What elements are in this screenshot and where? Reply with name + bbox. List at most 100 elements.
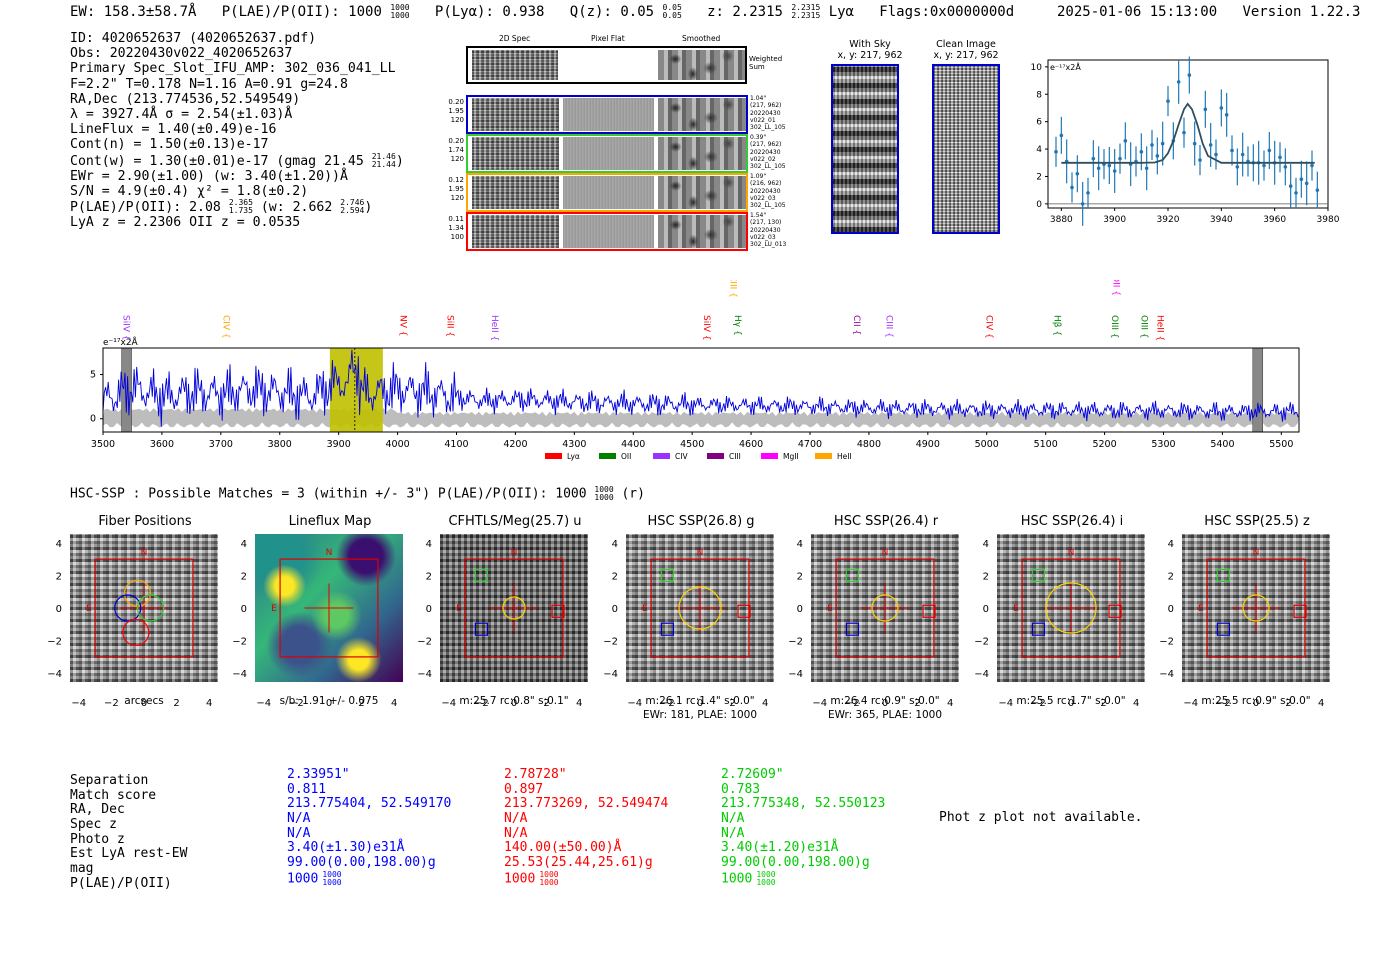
- candidate-value: N/A: [504, 811, 528, 827]
- candidate-value: 2.78728": [504, 767, 567, 782]
- x-tick-label: 0: [882, 698, 888, 709]
- candidate-column-1: 2.33951" 0.811 213.775404, 52.549170 N/A N/A…: [287, 767, 452, 886]
- spectrum-ytick-label: 0: [90, 414, 96, 425]
- photz-message: Phot z plot not available.: [939, 810, 1143, 825]
- candidate-value: N/A: [721, 825, 745, 841]
- compass-north: N: [511, 548, 518, 558]
- zoom-data-point: [1304, 181, 1309, 186]
- legend-swatch: [815, 453, 832, 459]
- zoom-ytick-label: 4: [1036, 145, 1042, 155]
- cutout-row-meta: 1.04" (217, 962) 20220430 v022_01 302_LL_105: [750, 95, 786, 131]
- spectrum-line-label: CIII {: [884, 315, 894, 338]
- col-smoothed-title: Smoothed: [682, 34, 721, 43]
- zoom-data-point: [1187, 73, 1192, 77]
- imaging-panel-6: HSC SSP(26.4) i N E −4 −4 −2 −2 0 0 2 2 4 4 m:25.5 rc…: [974, 510, 1172, 725]
- y-tick-label: −4: [417, 669, 432, 680]
- y-tick-label: −2: [47, 637, 62, 648]
- imaging-overlay: NE: [271, 548, 379, 658]
- candidate-row-label: Separation: [70, 773, 149, 788]
- cutout-meta-value: 20220430: [750, 148, 781, 156]
- candidate-value: 1000 1000 1000: [721, 869, 776, 887]
- zoom-data-point: [1208, 143, 1213, 147]
- spectrum-xtick-label: 3800: [268, 439, 292, 450]
- x-tick-label: −2: [1216, 698, 1231, 709]
- candidate-value: 1000 1000 1000: [504, 869, 559, 887]
- y-tick-label: 0: [1168, 604, 1174, 615]
- y-tick-label: −4: [788, 669, 803, 680]
- cutout-stat-value: 100: [450, 233, 464, 241]
- spectrum-line-label-text: CIV {: [221, 315, 231, 339]
- y-tick-label: −2: [232, 637, 247, 648]
- x-tick-label: −4: [812, 698, 827, 709]
- legend-label: MgII: [783, 452, 799, 461]
- compass-east: E: [1013, 604, 1019, 614]
- zoom-xtick-label: 3960: [1263, 215, 1286, 225]
- imaging-axes: −4 −4 −2 −2 0 0 2 2 4 4: [788, 539, 953, 709]
- spectrum-flux-line: [102, 349, 1299, 427]
- zoom-ytick-label: 6: [1036, 118, 1042, 128]
- cutout-2d-image: [472, 137, 559, 170]
- weighted-sum-label: Weighted Sum: [749, 55, 783, 71]
- candidate-value: 25.53(25.44,25.61)g: [504, 855, 653, 871]
- candidate-blue-box: [1031, 622, 1046, 636]
- candidate-red-box: [737, 604, 751, 618]
- y-tick-label: 2: [983, 571, 989, 582]
- zoom-data-point: [1054, 150, 1058, 154]
- zoom-xtick-label: 3940: [1210, 215, 1233, 225]
- y-tick-label: 0: [797, 604, 803, 615]
- y-tick-label: 0: [612, 604, 618, 615]
- search-box: [94, 558, 194, 658]
- cutout-meta-value: 302_LL_105: [750, 124, 786, 132]
- spectrum-ytick-label: 5: [90, 370, 96, 381]
- imaging-overlay: NE: [1198, 548, 1307, 658]
- imaging-panel-title: Lineflux Map: [288, 514, 372, 529]
- compass-north: N: [1253, 548, 1260, 558]
- info-block: ID: 4020652637 (4020652637.pdf) Obs: 202…: [70, 31, 404, 231]
- cutout-2d-image: [472, 176, 559, 209]
- spectrum-xtick-label: 5300: [1151, 439, 1175, 450]
- cutout-meta-value: 0.39": [750, 134, 767, 141]
- compass-east: E: [456, 604, 462, 614]
- spectrum-xtick-label: 4900: [916, 439, 940, 450]
- cutout-row-meta: 1.09" (216, 962) 20220430 v022_03 302_LL_105: [750, 173, 786, 209]
- x-tick-label: 2: [543, 698, 549, 709]
- legend-swatch: [599, 453, 616, 459]
- candidate-red-box: [1108, 604, 1122, 618]
- legend-label: OII: [621, 452, 631, 461]
- spectrum-line-label: Hγ {: [732, 315, 742, 336]
- x-tick-label: 0: [326, 698, 332, 709]
- zoom-xtick-label: 3880: [1050, 215, 1073, 225]
- zoom-data-point: [1123, 139, 1128, 143]
- spectrum-line-label: SiIV {: [701, 315, 711, 341]
- imaging-panel-5: HSC SSP(26.4) r N E −4 −4 −2 −2 0 0 2 2 4 4 m:26.4 rc…: [788, 510, 986, 725]
- clean-image-title: Clean Image x, y: 217, 962: [933, 39, 999, 61]
- zoom-data-point: [1182, 130, 1186, 135]
- zoom-data-point: [1230, 148, 1234, 153]
- search-box: [650, 558, 750, 658]
- candidate-value: N/A: [504, 825, 528, 841]
- imaging-caption-1: m:25.5 rc:1.7" s:0.0": [1016, 695, 1126, 707]
- y-tick-label: 0: [983, 604, 989, 615]
- cutout-row-1: [466, 95, 748, 134]
- info-obs: Obs: 20220430v022_4020652637: [70, 46, 293, 62]
- candidate-plae-bounds: 1000 1000: [539, 869, 559, 887]
- candidate-value: 0.897: [504, 781, 544, 797]
- spectrum-xtick-label: 5000: [975, 439, 999, 450]
- candidate-value: 213.775404, 52.549170: [287, 796, 452, 812]
- imaging-panel-title: Fiber Positions: [98, 514, 192, 529]
- x-tick-label: 0: [1253, 698, 1259, 709]
- imaging-panel-4: HSC SSP(26.8) g N E −4 −4 −2 −2 0 0 2 2 4 4 m:26.1 rc…: [603, 510, 801, 725]
- cutout-pixel-flat: [563, 176, 654, 209]
- line-fit-chart: 3880 3900 3920 3940 3960 3980 0 2 4 6 8 10 e⁻¹⁷x2Å: [1031, 56, 1340, 226]
- header-flags: Flags:0x0000000d: [879, 4, 1015, 20]
- compass-east: E: [271, 604, 277, 614]
- spectrum-line-label-text: CIII {: [884, 315, 894, 338]
- y-tick-label: 2: [426, 571, 432, 582]
- y-tick-label: 2: [1168, 571, 1174, 582]
- candidate-blue-box: [1216, 622, 1231, 636]
- imaging-panel-title: HSC SSP(26.4) r: [833, 514, 939, 529]
- header-ew: EW: 158.3±58.7Å: [70, 4, 197, 20]
- zoom-data-point: [1080, 202, 1085, 206]
